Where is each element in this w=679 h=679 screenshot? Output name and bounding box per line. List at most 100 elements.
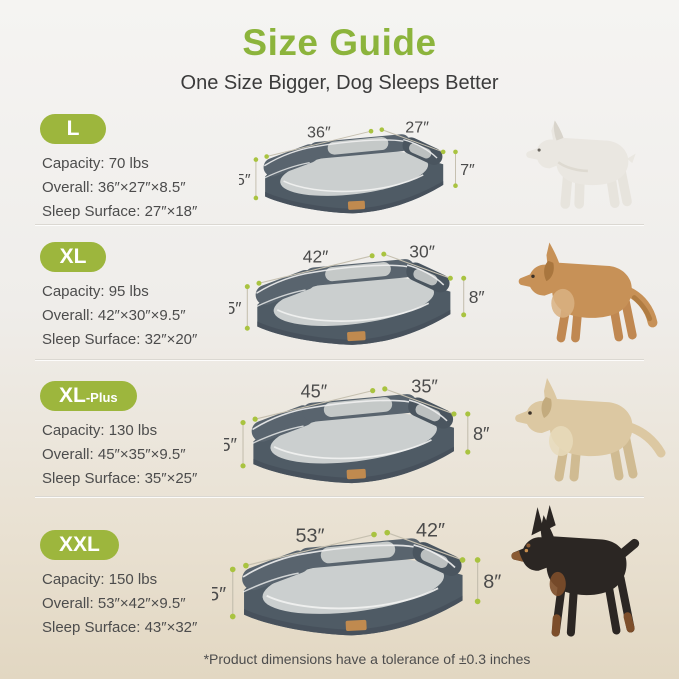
bed-base-shadow [265, 181, 444, 214]
brand-tag [347, 331, 366, 342]
bolster-piping-right [413, 544, 456, 569]
overall-value: 53″×42″×9.5″ [97, 594, 186, 612]
labrador-image [515, 378, 666, 482]
size-row: XXL Capacity: 150 lbs Overall: 53″×42″×9… [0, 497, 679, 652]
size-badge: L [40, 114, 106, 144]
bed-base-shadow [253, 446, 454, 484]
capacity-label: Capacity: [42, 155, 105, 172]
sleep-surface-value: 32″×20″ [144, 330, 198, 348]
bed-depth-label: 27″ [405, 119, 429, 137]
dog-bed-diagram: 53″ 42″ 9.5″ 8″ [212, 519, 501, 636]
overall-label: Overall: [42, 178, 94, 196]
dog-photo [513, 110, 661, 219]
capacity-line: Capacity: 150 lbs [42, 570, 255, 590]
dog-photo [505, 230, 669, 356]
size-info: XL Capacity: 95 lbs Overall: 42″×30″×9.5… [40, 225, 255, 349]
bed-back-height-label: 9.5″ [229, 298, 241, 318]
dog-photo [495, 501, 667, 648]
bed-front-height-label: 8″ [473, 424, 490, 444]
size-info: XXL Capacity: 150 lbs Overall: 53″×42″×9… [40, 497, 255, 637]
cushion-piping [273, 439, 432, 460]
cushion-piping [266, 587, 439, 610]
dog-bed-diagram: 42″ 30″ 9.5″ 8″ [229, 241, 485, 345]
bolster-piping [263, 139, 404, 167]
bed-back-height-label: 9.5″ [224, 435, 238, 455]
capacity-value: 150 lbs [108, 571, 158, 588]
bolster-piping-right [408, 399, 448, 422]
dog-bed-illustration: 45″ 35″ 9.5″ 8″ [224, 369, 492, 490]
bolster-piping [252, 399, 410, 431]
back-pillow [320, 541, 396, 564]
dimension-dots [240, 386, 471, 469]
bolster-piping-left [242, 572, 299, 593]
size-badge-label: XL [59, 245, 87, 268]
tolerance-note: *Product dimensions have a tolerance of … [203, 651, 531, 667]
capacity-value: 95 lbs [108, 283, 149, 300]
dog-bed-diagram: 45″ 35″ 9.5″ 8″ [224, 376, 490, 484]
back-pillow [327, 136, 389, 155]
cushion-piping [276, 302, 430, 322]
bed-width-label: 36″ [307, 123, 331, 141]
dimension-lines [246, 253, 465, 329]
bolster-piping-left [252, 425, 304, 444]
back-pillow [325, 262, 391, 282]
bed-cushion [270, 412, 437, 464]
sleep-surface-value: 35″×25″ [144, 469, 198, 487]
bolster-piping-left [256, 289, 306, 308]
brand-tag [347, 200, 366, 210]
page-title: Size Guide [242, 22, 437, 63]
bed-front-height-label: 7″ [460, 161, 475, 179]
sleep-surface-label: Sleep Surface: [42, 202, 141, 220]
overall-line: Overall: 53″×42″×9.5″ [42, 594, 255, 614]
brand-tag [345, 619, 367, 632]
bolster-piping-left [264, 162, 310, 179]
bolster-piping-right [403, 138, 438, 159]
sleep-surface-value: 27″×18″ [144, 202, 198, 220]
right-pillow [409, 143, 432, 159]
capacity-label: Capacity: [42, 571, 105, 588]
size-badge: XL [40, 242, 106, 272]
dimension-dots [244, 251, 467, 331]
size-badge-suffix: -Plus [85, 390, 118, 405]
back-pillow [323, 397, 393, 417]
overall-line: Overall: 42″×30″×9.5″ [42, 306, 255, 326]
size-row: XL Capacity: 95 lbs Overall: 42″×30″×9.5… [0, 225, 679, 360]
dog-bed-illustration: 36″ 27″ 8.5″ 7″ [239, 112, 477, 219]
right-pillow [415, 404, 441, 422]
golden-retriever-image [518, 242, 658, 343]
size-info: L Capacity: 70 lbs Overall: 36″×27″×8.5″… [40, 108, 255, 221]
sleep-surface-line: Sleep Surface: 35″×25″ [42, 469, 255, 489]
bed-back-height-label: 8.5″ [239, 171, 251, 189]
overall-line: Overall: 45″×35″×9.5″ [42, 445, 255, 465]
capacity-label: Capacity: [42, 422, 105, 439]
size-badge-label: XXL [59, 533, 100, 556]
bed-cushion [273, 277, 435, 326]
dimension-dots [253, 127, 458, 201]
capacity-label: Capacity: [42, 283, 105, 300]
sleep-surface-label: Sleep Surface: [42, 618, 141, 636]
right-pillow [420, 549, 448, 568]
bolster-piping [256, 264, 408, 294]
bed-cushion [280, 150, 429, 196]
right-pillow [413, 268, 438, 286]
sleep-surface-value: 43″×32″ [144, 618, 198, 636]
bed-back-height-label: 9.5″ [212, 583, 226, 605]
sleep-surface-line: Sleep Surface: 27″×18″ [42, 202, 255, 222]
bed-width-label: 53″ [295, 525, 324, 547]
size-badge: XL-Plus [40, 381, 137, 411]
doberman-image [511, 505, 640, 637]
capacity-value: 130 lbs [108, 422, 158, 439]
bed-cushion [262, 558, 445, 614]
size-badge: XXL [40, 530, 119, 560]
bed-depth-label: 35″ [411, 376, 438, 396]
bed-depth-label: 30″ [409, 241, 435, 261]
bed-depth-label: 42″ [416, 519, 445, 541]
left-bolster [263, 144, 319, 177]
bed-width-label: 45″ [301, 382, 328, 402]
bed-width-label: 42″ [303, 246, 329, 266]
size-badge-label: XL [59, 384, 86, 407]
overall-label: Overall: [42, 306, 94, 324]
sleep-surface-label: Sleep Surface: [42, 469, 141, 487]
brand-tag [346, 468, 366, 480]
size-row: L Capacity: 70 lbs Overall: 36″×27″×8.5″… [0, 108, 679, 225]
